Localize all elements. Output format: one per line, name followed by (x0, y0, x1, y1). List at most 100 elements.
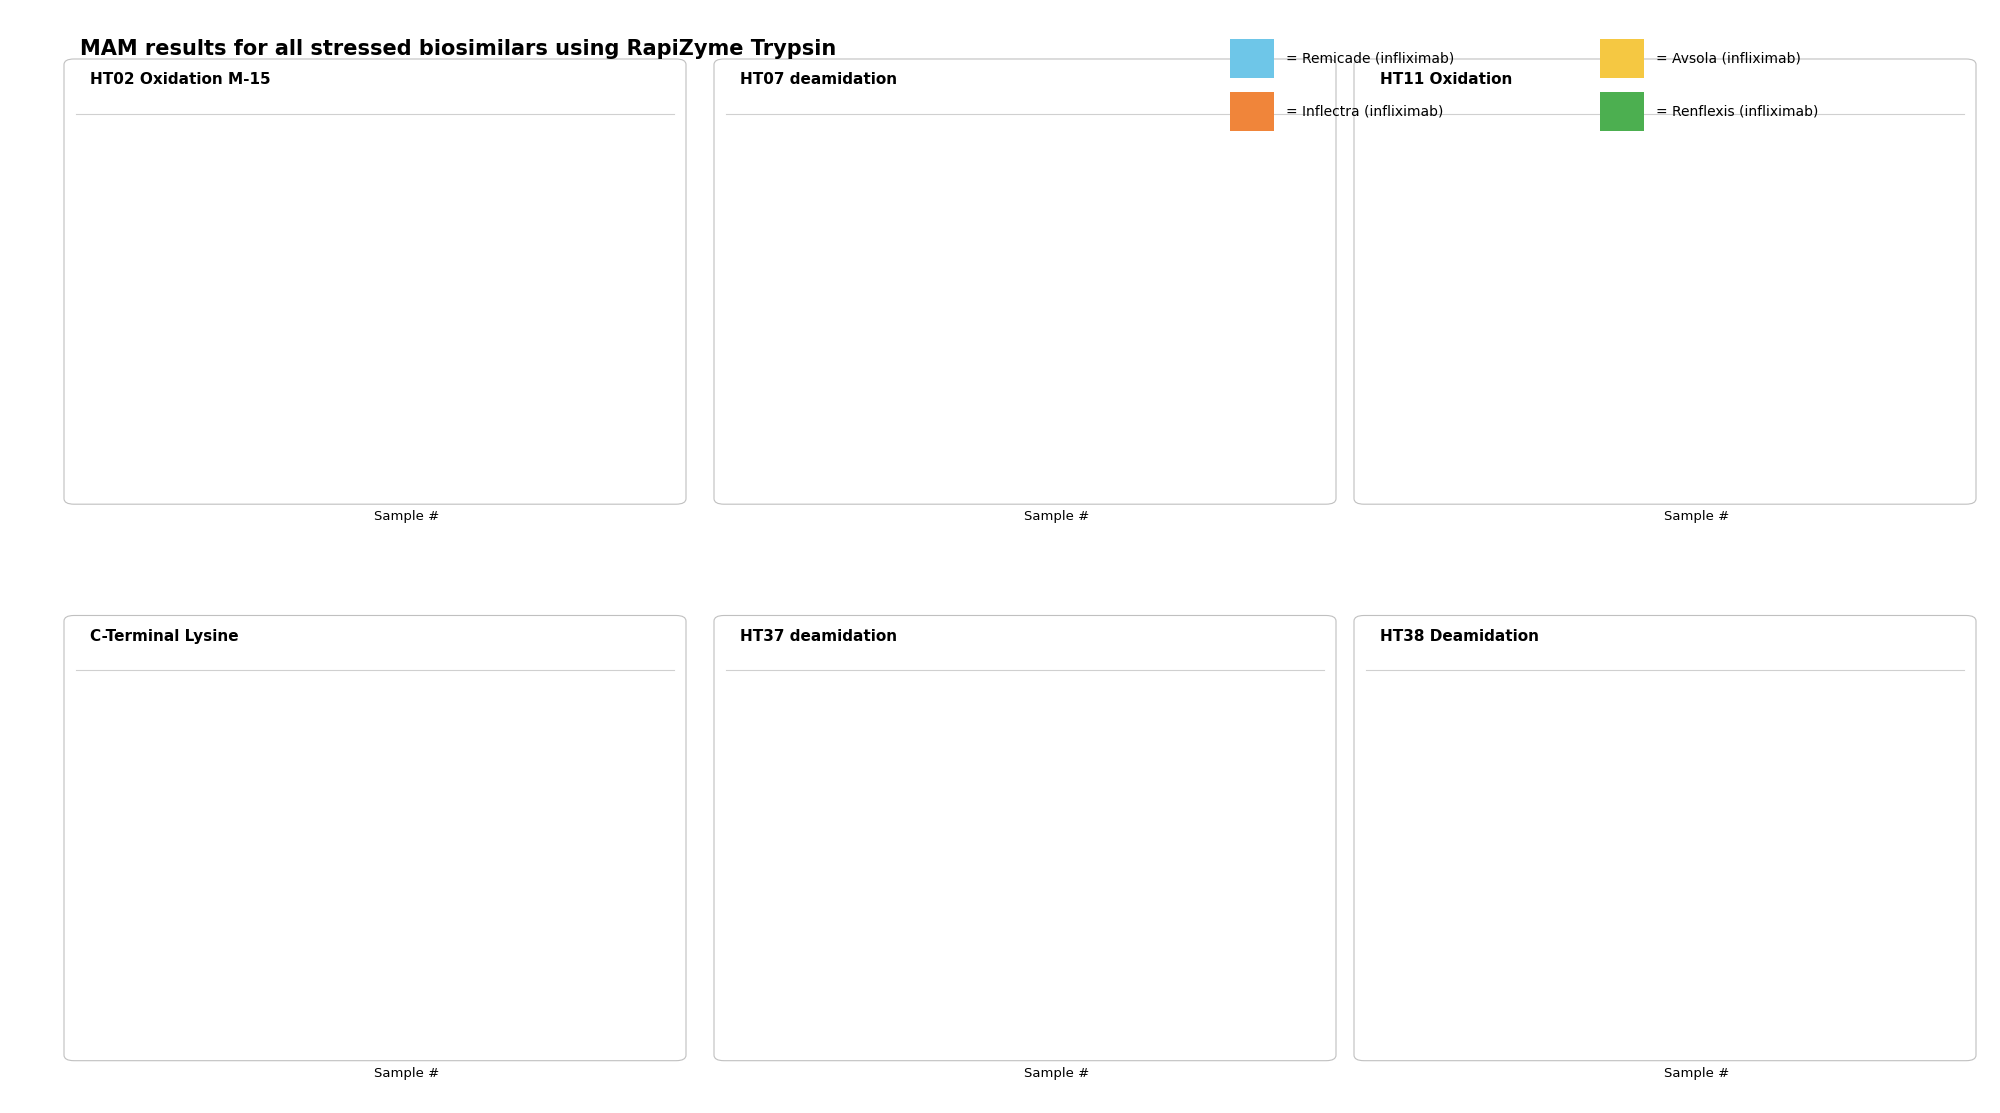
Text: T0: T0 (1826, 245, 1842, 255)
Bar (1180, 398, 1208, 484)
Bar (1220, 972, 1248, 1041)
X-axis label: Sample #: Sample # (1664, 1067, 1730, 1080)
Bar (1546, 236, 1574, 484)
Text: T0: T0 (1474, 166, 1488, 176)
Bar (1506, 206, 1534, 484)
Text: T0: T0 (1186, 384, 1202, 394)
Text: T2: T2 (1906, 935, 1920, 945)
Bar (1664, 750, 1692, 1041)
Text: T1: T1 (1748, 835, 1764, 845)
Text: T1: T1 (458, 768, 474, 778)
Text: T1: T1 (1866, 953, 1880, 963)
Bar (984, 878, 1012, 1041)
Text: T0: T0 (1592, 245, 1606, 255)
Bar (294, 424, 324, 484)
Text: T1: T1 (1630, 227, 1646, 237)
Text: T0: T0 (834, 449, 848, 459)
Text: T2: T2 (380, 327, 394, 337)
Y-axis label: % Modified: % Modified (758, 823, 770, 896)
Text: T0: T0 (184, 725, 198, 735)
Bar (216, 736, 244, 1041)
Text: HT11 Oxidation: HT11 Oxidation (1380, 72, 1512, 87)
Text: = Renflexis (infliximab): = Renflexis (infliximab) (1656, 105, 1818, 119)
Y-axis label: % Modified: % Modified (116, 266, 128, 339)
Text: T0: T0 (834, 967, 848, 977)
Text: T0: T0 (1070, 411, 1084, 421)
Bar (984, 319, 1012, 484)
Text: T1: T1 (874, 844, 888, 854)
Bar (1062, 426, 1090, 484)
Text: T1: T1 (1748, 190, 1764, 200)
Bar (1780, 723, 1810, 1041)
Bar (570, 954, 598, 1041)
Text: T0: T0 (952, 971, 966, 981)
Text: T0: T0 (1710, 974, 1724, 984)
Text: T1: T1 (1108, 304, 1124, 314)
Text: T0: T0 (952, 431, 966, 441)
Text: T0: T0 (1474, 971, 1488, 981)
Bar (944, 985, 974, 1041)
Bar (1062, 991, 1090, 1041)
Text: T2: T2 (616, 247, 630, 257)
Bar (1180, 972, 1208, 1041)
Bar (1624, 859, 1652, 1041)
Bar (1220, 344, 1248, 484)
Text: HT07 deamidation: HT07 deamidation (740, 72, 898, 87)
Bar (1546, 732, 1574, 1041)
Bar (1102, 319, 1130, 484)
Text: T0: T0 (184, 394, 198, 404)
X-axis label: Sample #: Sample # (1024, 1067, 1090, 1080)
Bar (608, 954, 636, 1041)
Text: T1: T1 (1514, 835, 1528, 845)
Text: T1: T1 (1866, 208, 1880, 218)
Text: T2: T2 (1552, 220, 1568, 230)
Bar (294, 776, 324, 1041)
Text: T1: T1 (576, 282, 590, 292)
X-axis label: Sample #: Sample # (374, 1067, 440, 1080)
X-axis label: Sample #: Sample # (374, 511, 440, 523)
Bar (1584, 986, 1614, 1041)
Y-axis label: % Modified: % Modified (1398, 266, 1410, 339)
Text: T0: T0 (420, 314, 434, 324)
X-axis label: Sample #: Sample # (1664, 511, 1730, 523)
Text: T2: T2 (498, 768, 512, 778)
Bar (1702, 989, 1730, 1041)
Text: T1: T1 (1630, 844, 1646, 854)
Bar (866, 859, 894, 1041)
Text: T2: T2 (912, 164, 928, 174)
Bar (412, 329, 440, 484)
Text: T2: T2 (1788, 208, 1802, 218)
Text: T2: T2 (912, 693, 928, 703)
Text: T0: T0 (1070, 975, 1084, 985)
Bar (1140, 161, 1170, 484)
Text: T2: T2 (1266, 943, 1280, 953)
Bar (866, 349, 894, 484)
Text: T1: T1 (990, 304, 1006, 314)
Text: T1: T1 (340, 742, 356, 752)
Bar (530, 327, 558, 484)
Text: T2: T2 (1148, 146, 1162, 156)
Text: T0: T0 (302, 760, 316, 770)
Text: T2: T2 (1552, 717, 1568, 727)
Text: T2: T2 (262, 720, 278, 730)
Text: T2: T2 (616, 938, 630, 948)
Text: T0: T0 (536, 312, 552, 322)
Text: T1: T1 (990, 863, 1006, 873)
Text: T1: T1 (874, 335, 888, 344)
Bar (374, 761, 402, 1041)
Text: T2: T2 (1670, 735, 1684, 745)
Bar (944, 446, 974, 484)
Text: T1: T1 (1108, 867, 1124, 877)
Text: T2: T2 (1030, 729, 1044, 739)
Text: T2: T2 (1148, 746, 1162, 756)
Bar (1468, 181, 1496, 484)
Bar (1898, 951, 1926, 1041)
Bar (828, 464, 856, 484)
Text: T0: T0 (1186, 956, 1202, 966)
Text: T2: T2 (1030, 171, 1044, 181)
Text: T2: T2 (1906, 239, 1920, 249)
Bar (1258, 958, 1286, 1041)
Text: T1: T1 (224, 720, 238, 730)
Bar (256, 736, 284, 1041)
Text: T1: T1 (1226, 329, 1240, 339)
